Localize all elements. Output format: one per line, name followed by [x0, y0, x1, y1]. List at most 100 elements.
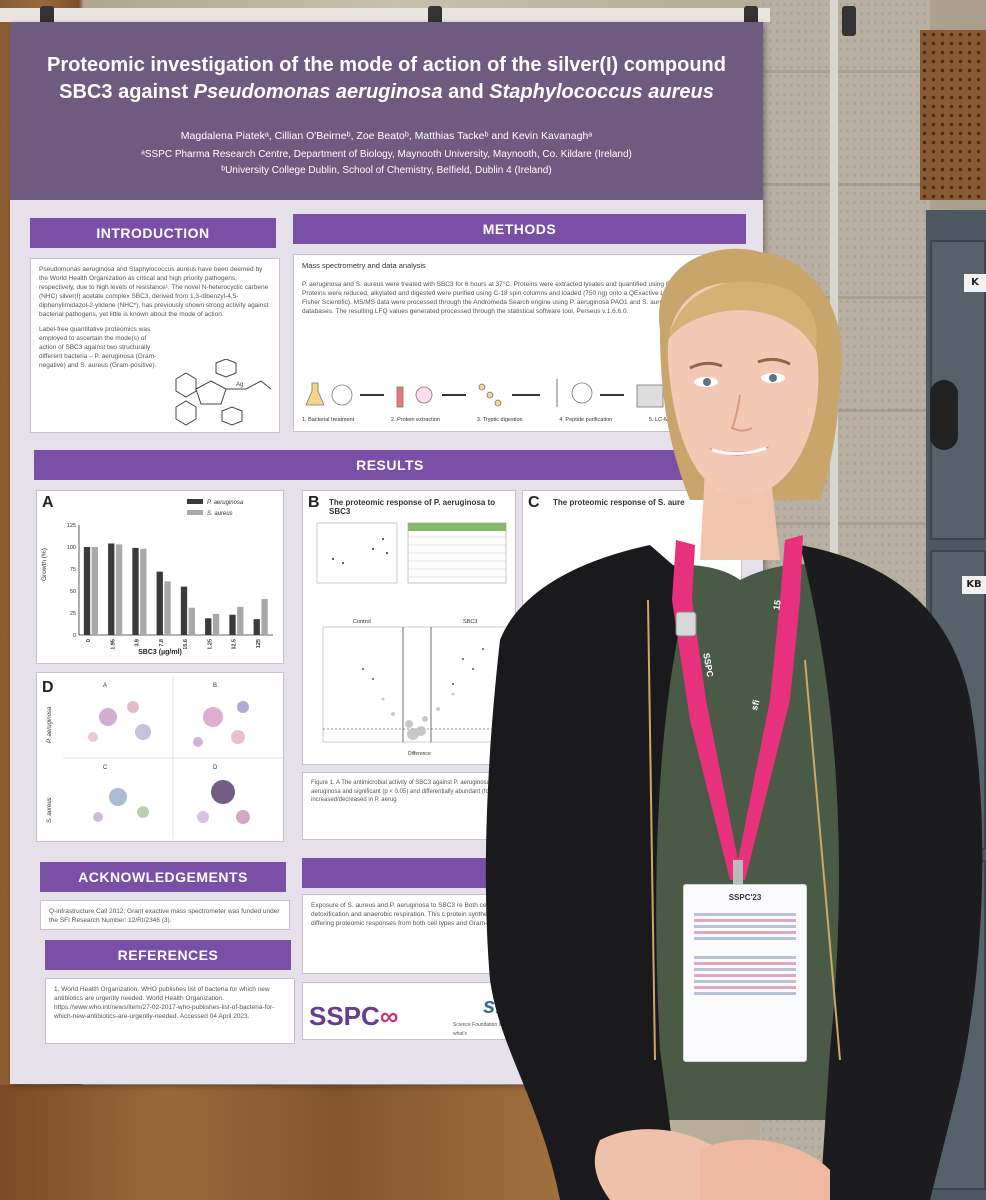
volcano-xlabel: Difference [408, 751, 431, 757]
padlock [930, 380, 958, 450]
discussion-heading: DI [302, 858, 746, 888]
legend-label: P. aeruginosa [207, 500, 244, 506]
poster-rail [0, 8, 770, 22]
sbc3-structure-diagram: Ag [175, 359, 272, 426]
panel-letter: A [42, 494, 54, 511]
binder-clip [842, 6, 856, 36]
panel-c: C The proteomic response of S. aure [522, 490, 742, 650]
panel-letter: D [42, 679, 54, 696]
volcano-plot: Control SBC3 Difference [316, 522, 509, 757]
panel-d-row-label: P. aeruginosa [47, 706, 53, 743]
bar [261, 598, 268, 635]
badge-line [694, 937, 796, 940]
y-tick-label: 50 [70, 589, 76, 595]
bar [156, 571, 163, 635]
bar [115, 544, 123, 635]
title-text: and [442, 81, 490, 103]
methods-box: Mass spectrometry and data analysis P. a… [293, 254, 746, 432]
methods-subheading: Mass spectrometry and data analysis [302, 261, 426, 270]
badge-line [694, 913, 796, 916]
affiliation-b: ᵇUniversity College Dublin, School of Ch… [221, 165, 552, 176]
badge-header: SSPC'23 [728, 893, 762, 902]
legend-label: S. aureus [207, 511, 233, 517]
panel-d-networks: D P. aeruginosa S. aureus A B C D [36, 672, 284, 842]
introduction-paragraph-2: Label-free quantitative proteomics was e… [39, 326, 157, 369]
workflow-step: 1. Bacterial treatment [302, 417, 355, 423]
network-cell-label: D [213, 765, 218, 771]
introduction-paragraph-1: Pseudomonas aeruginosa and Staphylococcu… [39, 266, 269, 318]
badge-line [694, 974, 796, 977]
panel-a-bar-chart: A Growth (%) SBC3 (µg/ml) P. aeruginosa … [36, 490, 284, 664]
badge-line [694, 986, 796, 989]
x-tick-label: 62.5 [232, 639, 238, 649]
bar [132, 547, 139, 635]
references-text: 1. World Health Organization. WHO publis… [45, 978, 295, 1044]
y-tick-label: 25 [70, 611, 76, 617]
locker-cabinet: K KB [926, 210, 986, 1200]
badge-line [694, 931, 796, 934]
network-cell-label: B [213, 683, 217, 689]
x-tick-label: 15.6 [183, 639, 189, 649]
legend-item: P. aeruginosa [187, 499, 243, 506]
badge-line [694, 992, 796, 995]
x-tick-label: 3.9 [135, 639, 141, 647]
legend-item: S. aureus [187, 510, 243, 517]
badge-line [694, 968, 796, 971]
badge-line [694, 925, 796, 928]
introduction-box: Pseudomonas aeruginosa and Staphylococcu… [30, 258, 280, 433]
bar [229, 614, 236, 635]
bar [164, 581, 171, 635]
discussion-text: Exposure of S. aureus and P. aeruginosa … [302, 894, 746, 974]
methods-heading: METHODS [293, 214, 746, 244]
bar [188, 607, 195, 635]
chart-legend: P. aeruginosa S. aureus [187, 499, 243, 517]
workflow-step: 5. LC-MS/MS [648, 417, 682, 423]
bar [91, 547, 98, 635]
sspc-logo-text: SSPC [309, 1001, 380, 1031]
panel-d-row-label: S. aureus [47, 797, 53, 823]
bar-chart-svg: 0 25 50 75 100 125 0 1.95 3.9 7.8 15.6 31.25 62.5 125 [67, 523, 273, 649]
poster-authors: Magdalena Piatekᵃ, Cillian O'Beirneᵇ, Zo… [180, 130, 593, 142]
poster-title: Proteomic investigation of the mode of a… [30, 52, 743, 106]
workflow-step: 2. Protein extraction [391, 417, 440, 423]
badge-line [694, 980, 796, 983]
affiliation-a: ᵃSSPC Pharma Research Centre, Department… [141, 149, 632, 160]
sfi-logo: sfi [483, 993, 509, 1018]
bar [205, 618, 212, 635]
y-tick-label: 100 [67, 545, 76, 551]
sfi-subtext: Science Foundation Ireland For what's [453, 1022, 523, 1037]
workflow-step-labels: 1. Bacterial treatment 2. Protein extrac… [302, 416, 682, 425]
locker-door [930, 550, 986, 850]
name-badge: SSPC'23 [683, 884, 807, 1062]
badge-line [694, 962, 796, 965]
scientific-poster: Proteomic investigation of the mode of a… [10, 22, 763, 1084]
legend-swatch [187, 499, 203, 504]
bar [212, 613, 220, 635]
panel-b-volcano: B The proteomic response of P. aeruginos… [302, 490, 516, 765]
locker-label: KB [962, 576, 986, 594]
panel-b-title: The proteomic response of P. aeruginosa … [329, 498, 496, 516]
badge-line [694, 956, 796, 959]
methods-text: P. aeruginosa and S. aureus were treated… [302, 281, 725, 315]
title-line-1: Proteomic investigation of the mode of a… [47, 54, 726, 76]
network-graphs: A B C D [63, 677, 283, 839]
volcano-sbc3-label: SBC3 [463, 619, 477, 625]
introduction-heading: INTRODUCTION [30, 218, 276, 248]
lanyard-print: 15 [771, 599, 783, 611]
bar [83, 547, 91, 635]
x-tick-label: 7.8 [159, 639, 165, 647]
acknowledgements-heading: ACKNOWLEDGEMENTS [40, 862, 286, 892]
poster-header: Proteomic investigation of the mode of a… [10, 22, 763, 200]
x-tick-label: 31.25 [207, 639, 213, 649]
title-species-2: Staphylococcus aureus [489, 81, 714, 103]
bar [180, 586, 188, 635]
y-tick-label: 75 [70, 567, 76, 573]
locker-door [930, 860, 986, 1190]
chart-ylabel: Growth (%) [41, 548, 48, 581]
title-text: SBC3 against [59, 81, 194, 103]
sspc-infinity-icon: ∞ [379, 1001, 399, 1031]
bar [253, 619, 260, 635]
svg-text:Ag: Ag [236, 382, 243, 388]
locker-label: K [964, 274, 986, 292]
bar [108, 543, 115, 635]
